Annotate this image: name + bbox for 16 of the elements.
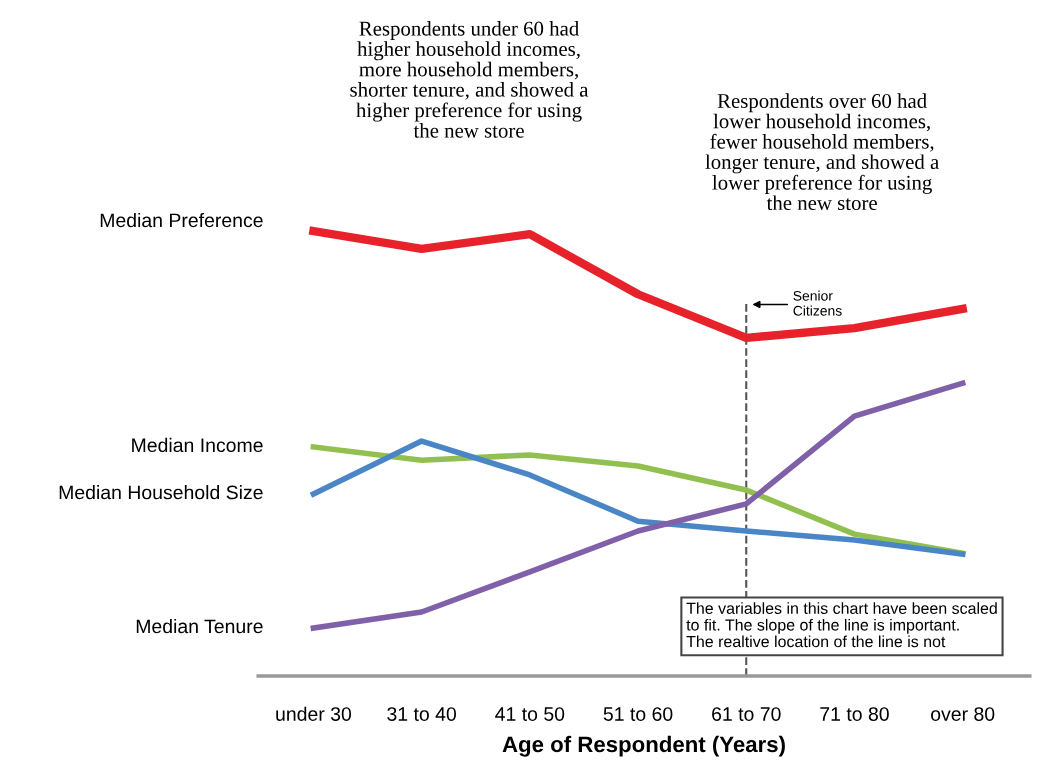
x-tick-label: over 80 <box>931 707 995 721</box>
text: Respondents over 60 had lower household incomes, fewer household members, longer tenure, and showed a lower preference for using the new store <box>705 93 939 211</box>
x-tick-label: 51 to 60 <box>603 707 673 721</box>
annotation: The variables in this chart have been scaled to fit. The slope of the line is important. The realtive location of the line is not <box>686 602 997 648</box>
x-tick-label: 71 to 80 <box>820 707 889 721</box>
text: Median Income <box>132 437 263 453</box>
x-tick-label: under 30 <box>276 706 352 721</box>
x-axis-title: Age of Respondent (Years) <box>502 735 785 757</box>
x-tick-label: 31 to 40 <box>387 707 457 721</box>
x-tick-label: 41 to 50 <box>495 707 565 721</box>
ref-line-label: Senior Citizens <box>793 290 842 316</box>
text: Median Preference <box>100 212 263 228</box>
text: Median Household Size <box>59 485 263 500</box>
text: Median Tenure <box>136 618 263 634</box>
x-tick-label: 61 to 70 <box>712 707 781 721</box>
text: Respondents under 60 had higher household incomes, more household members, shorter tenure, and showed a higher preference for using the new store <box>350 21 589 138</box>
